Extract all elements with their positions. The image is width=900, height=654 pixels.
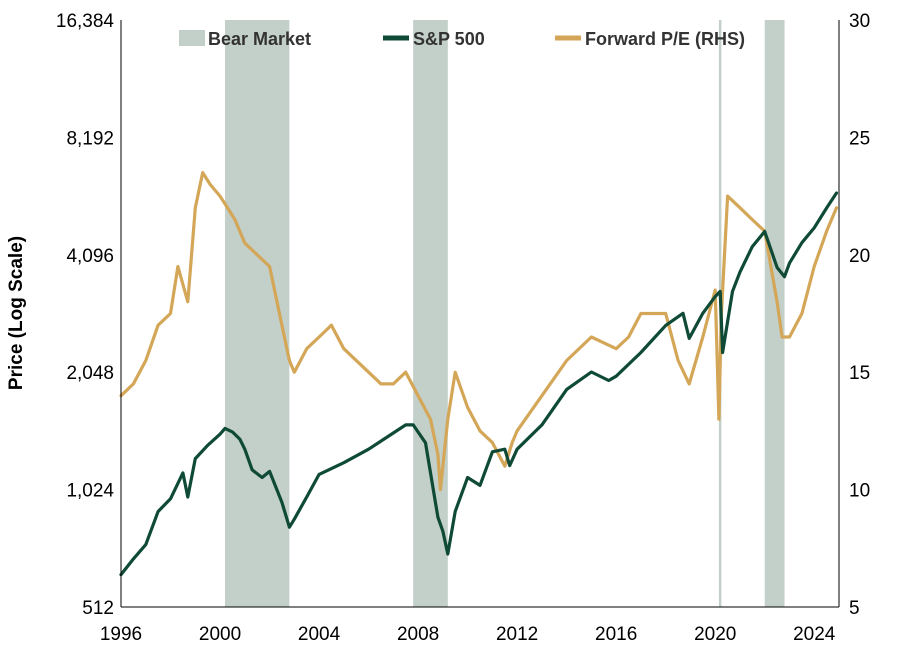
legend-label: S&P 500 [413, 29, 485, 49]
legend: Bear Market S&P 500 Forward P/E (RHS) [179, 29, 745, 49]
x-tick-label: 2020 [694, 624, 736, 645]
y2-tick-label: 15 [849, 363, 870, 384]
x-tick-label: 1996 [100, 624, 142, 645]
forward-pe-line [119, 171, 839, 492]
sp500-series [119, 191, 839, 577]
forward-pe-series [119, 171, 839, 492]
x-tick-label: 2000 [199, 624, 241, 645]
y-tick-label: 4,096 [66, 246, 114, 267]
legend-swatch-bear-market [179, 30, 205, 46]
x-tick-label: 2012 [496, 624, 538, 645]
y2-tick-label: 10 [849, 481, 870, 502]
y2-tick-label: 20 [849, 246, 870, 267]
legend-label: Bear Market [208, 29, 311, 49]
legend-label: Forward P/E (RHS) [585, 29, 745, 49]
bear-market-band-4 [764, 20, 785, 607]
y2-tick-label: 30 [849, 11, 870, 32]
y2-tick-label: 25 [849, 128, 870, 149]
x-tick-label: 2016 [595, 624, 637, 645]
y2-tick-label: 5 [849, 598, 860, 619]
sp500-line [119, 191, 839, 577]
y-tick-label: 512 [82, 598, 114, 619]
y-tick-label: 2,048 [66, 363, 114, 384]
y-tick-label: 16,384 [56, 11, 115, 32]
axes [120, 20, 840, 608]
bear-market-bands [224, 20, 785, 607]
y-axis-label: Price (Log Scale) [6, 236, 27, 390]
x-tick-label: 2024 [793, 624, 836, 645]
tick-labels: 512 1,024 2,048 4,096 8,192 16,384 5 10 15 20 25 30… [56, 11, 870, 645]
bear-market-band-2 [413, 20, 448, 607]
y-tick-label: 8,192 [66, 128, 114, 149]
x-tick-label: 2004 [298, 624, 341, 645]
x-tick-label: 2008 [397, 624, 439, 645]
y-tick-label: 1,024 [66, 481, 114, 502]
